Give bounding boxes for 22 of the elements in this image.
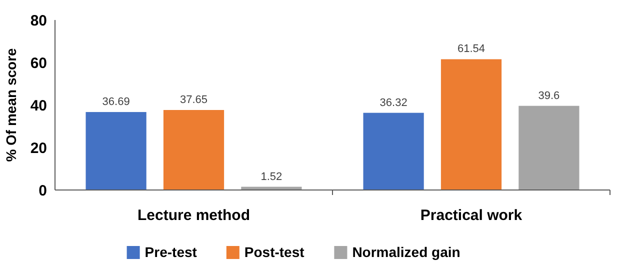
data-label: 39.6 (538, 90, 560, 102)
bar (440, 59, 502, 190)
y-tick-label: 0 (38, 182, 47, 200)
data-label: 61.54 (457, 43, 486, 56)
data-label: 37.65 (180, 94, 208, 106)
data-label: 1.52 (260, 170, 282, 183)
legend-label: Normalized gain (352, 244, 460, 260)
legend-label: Post-test (244, 244, 305, 260)
bar (86, 112, 146, 190)
data-label: 36.32 (380, 96, 408, 109)
y-axis-title: % Of mean score (3, 48, 19, 162)
legend-label: Pre-test (144, 244, 198, 260)
data-label: 36.69 (102, 96, 130, 108)
y-tick-label: 40 (30, 97, 47, 114)
bar (163, 110, 224, 190)
y-tick-label: 20 (30, 140, 47, 157)
x-tick-label: Practical work (420, 207, 523, 224)
y-tick-label: 80 (30, 12, 47, 30)
bar (518, 106, 580, 190)
y-tick-label: 60 (30, 54, 47, 72)
x-tick-label: Lecture method (137, 207, 250, 224)
bar (363, 112, 424, 190)
